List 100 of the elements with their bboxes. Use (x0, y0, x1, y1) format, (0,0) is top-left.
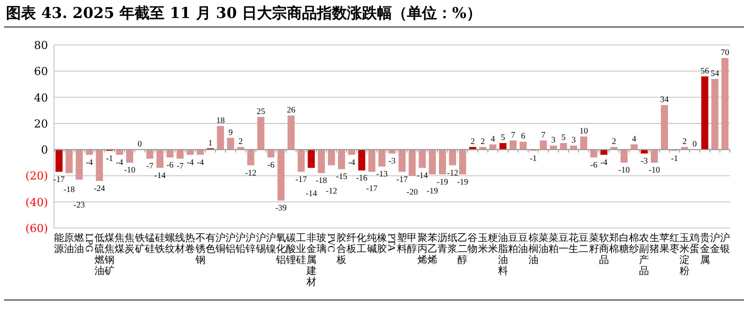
x-tick-label: 郑棉 (608, 232, 619, 255)
bar (368, 150, 376, 172)
data-label: 7 (541, 129, 546, 140)
x-tick-label: 豆二 (578, 233, 589, 255)
x-tick-label: 硅铁 (154, 232, 165, 255)
bar (398, 150, 406, 172)
data-label: 26 (286, 104, 296, 115)
bar (328, 150, 335, 166)
data-label: -4 (348, 156, 356, 167)
bar (580, 136, 588, 150)
x-tick-label: 线材 (174, 232, 186, 255)
x-tick-label: 锰硅 (144, 233, 155, 255)
x-tick-label: 沪铝 (224, 232, 236, 255)
x-tick-label: 豆一 (558, 233, 569, 255)
data-label: -4 (186, 156, 194, 167)
bar (408, 150, 416, 176)
x-tick-label: 有色 (205, 232, 216, 255)
data-label: 7 (510, 129, 516, 140)
data-label: 25 (256, 106, 266, 116)
data-label: 3 (571, 134, 576, 145)
bar (711, 78, 718, 150)
data-label: -1 (530, 152, 537, 163)
y-tick-label: 0 (41, 144, 48, 157)
bar (428, 150, 436, 174)
x-tick-label: 生猪 (649, 232, 660, 255)
bar (590, 150, 598, 158)
data-label: -1 (670, 152, 678, 163)
x-tick-label: 纯碱 (366, 232, 377, 255)
data-label: 4 (632, 133, 638, 144)
x-tick-label: PTA (386, 233, 396, 252)
x-tick-label: 谷物 (468, 232, 478, 255)
data-label: 70 (720, 47, 730, 58)
x-tick-label: 原油 (64, 233, 74, 255)
x-tick-label: 螺纹 (165, 232, 176, 255)
chart-title: 图表 43. 2025 年截至 11 月 30 日大宗商品指数涨跌幅（单位：%） (6, 4, 482, 22)
data-label: 3 (551, 134, 556, 145)
bar (298, 150, 305, 172)
data-label: -19 (426, 185, 438, 196)
bar (620, 150, 628, 163)
x-tick-label: PVC (324, 233, 335, 253)
data-label: -6 (166, 159, 174, 170)
x-tick-label: 苹果 (659, 232, 670, 255)
data-label: -14 (154, 170, 166, 180)
x-tick-label: 油脂油料 (498, 232, 508, 277)
x-tick-label: LPG (82, 233, 93, 252)
bar (560, 143, 568, 150)
x-tick-label: 纸浆 (448, 232, 458, 255)
bar (146, 150, 154, 159)
data-label: -13 (376, 168, 388, 179)
data-label: 9 (228, 126, 233, 137)
data-label: 0 (138, 138, 142, 149)
data-label: -7 (146, 160, 154, 171)
bar (378, 150, 386, 167)
x-tick-label: 沪镍 (264, 232, 276, 255)
x-tick-label: 能源 (54, 232, 64, 255)
data-label: -14 (416, 170, 429, 180)
bar (186, 150, 194, 155)
data-label: -19 (436, 176, 448, 186)
data-label: 0 (692, 138, 697, 149)
data-label: 2 (612, 136, 616, 146)
data-label: -10 (124, 164, 136, 175)
data-label: -4 (600, 156, 608, 167)
x-tick-label: 铁矿 (134, 232, 145, 255)
bar (650, 150, 658, 163)
bar (216, 126, 224, 150)
bar (227, 138, 234, 150)
data-label: -7 (176, 160, 184, 171)
x-tick-label: 沪银 (718, 232, 730, 255)
bar (358, 150, 366, 170)
data-label: -3 (640, 155, 648, 166)
bar (66, 150, 73, 174)
x-tick-label: 焦炭 (124, 232, 135, 255)
x-tick-label: 非金属建材 (305, 232, 316, 288)
x-tick-label: 玉米淀粉 (680, 233, 690, 277)
data-label: -12 (245, 167, 256, 178)
data-label: 5 (561, 132, 566, 142)
x-tick-label: 贵金属 (700, 232, 710, 266)
x-tick-label: 沪锌 (244, 232, 256, 255)
bar (56, 150, 63, 172)
x-tick-label: 甲醇 (407, 233, 418, 255)
x-tick-label: 白糖 (619, 232, 630, 255)
bar (267, 150, 274, 158)
data-label: -10 (648, 164, 660, 175)
data-label: -17 (53, 174, 65, 184)
x-tick-label: 红枣 (670, 232, 680, 255)
data-label: 5 (500, 132, 506, 142)
bar (96, 150, 103, 181)
x-tick-label: 纤板 (346, 232, 357, 255)
x-tick-label: 沥青 (437, 232, 448, 255)
bar (438, 150, 446, 174)
data-label: -15 (336, 171, 348, 182)
data-label: -16 (356, 172, 368, 182)
x-tick-label: 农副产品 (639, 233, 650, 277)
x-tick-label: 热卷 (185, 233, 196, 255)
x-tick-label: 乙二醇 (458, 233, 468, 266)
x-tick-label: 粳米 (488, 233, 498, 255)
x-tick-label: 玉米 (478, 233, 488, 255)
x-tick-label: 低硫燃油 (94, 233, 104, 277)
x-tick-label: 橡胶 (376, 232, 387, 255)
data-label: -12 (326, 185, 338, 196)
